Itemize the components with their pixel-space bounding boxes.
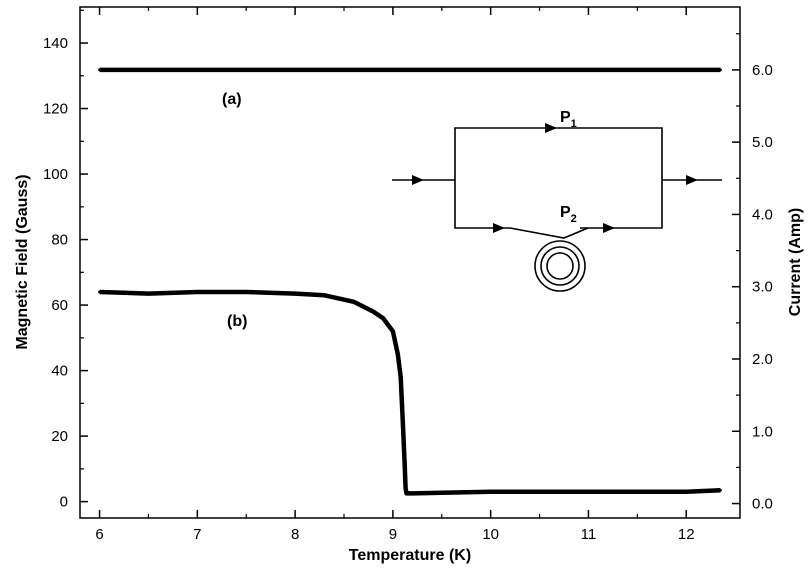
series-point-a — [538, 68, 542, 72]
series-point-b — [586, 490, 590, 494]
x-tick-label: 11 — [581, 526, 597, 543]
series-point-a — [146, 68, 150, 72]
y-axis-ticks: 0 20 40 60 80 100 120 140 — [43, 9, 88, 511]
series-point-b — [718, 488, 722, 492]
y-axis-title: Magnetic Field (Gauss) — [14, 174, 31, 349]
series-point-b — [403, 460, 407, 464]
x-axis-title: Temperature (K) — [349, 547, 471, 564]
coil-ring — [540, 246, 580, 286]
series-point-b — [381, 316, 385, 320]
series-point-b — [244, 290, 248, 294]
y2-tick-label: 1.0 — [752, 423, 773, 440]
y-tick-label: 20 — [51, 428, 68, 445]
arrow-head — [603, 223, 615, 233]
y-tick-label: 140 — [43, 35, 68, 52]
arrow-head — [545, 123, 557, 133]
y2-tick-label: 5.0 — [752, 134, 773, 151]
y-tick-label: 40 — [51, 363, 68, 380]
coil-ring — [534, 240, 586, 292]
branch-label-p1: P1 — [560, 109, 577, 130]
circuit-diagram — [392, 123, 722, 292]
series-point-a — [489, 68, 493, 72]
y-tick-label: 0 — [60, 494, 68, 511]
series-point-b — [98, 290, 102, 294]
series-point-b — [635, 490, 639, 494]
series-point-b — [405, 491, 409, 495]
series-point-a — [718, 68, 722, 72]
series-point-b — [410, 491, 414, 495]
series-point-b — [352, 300, 356, 304]
y2-tick-label: 0.0 — [752, 496, 773, 513]
arrow-head — [493, 223, 505, 233]
arrow-head — [412, 175, 424, 185]
x-tick-label: 7 — [193, 526, 201, 543]
series-point-b — [322, 293, 326, 297]
y-tick-label: 60 — [51, 297, 68, 314]
series-point-a — [195, 68, 199, 72]
y2-axis-title: Current (Amp) — [787, 208, 804, 316]
series-point-b — [399, 375, 403, 379]
y-tick-label: 120 — [43, 101, 68, 118]
series-point-b — [146, 292, 150, 296]
circuit-coil-leads — [509, 227, 589, 239]
branch-label-p2-main: P — [560, 204, 571, 221]
series-point-b — [684, 490, 688, 494]
series-point-a — [342, 68, 346, 72]
series-point-a — [440, 68, 444, 72]
series-line-b — [99, 289, 721, 496]
y-tick-label: 100 — [43, 166, 68, 183]
series-point-b — [538, 490, 542, 494]
series-point-a — [391, 68, 395, 72]
y2-tick-label: 6.0 — [752, 62, 773, 79]
branch-label-p2-sub: 2 — [571, 213, 577, 225]
circuit-main-lines — [392, 127, 722, 229]
series-point-b — [293, 292, 297, 296]
y2-tick-label: 4.0 — [752, 206, 773, 223]
series-layer — [98, 67, 722, 496]
x-tick-label: 10 — [482, 526, 499, 543]
y2-tick-label: 2.0 — [752, 351, 773, 368]
series-a-label: (a) — [222, 91, 242, 108]
series-point-b — [396, 352, 400, 356]
branch-label-p1-main: P — [560, 109, 571, 126]
series-point-a — [244, 68, 248, 72]
series-point-b — [371, 310, 375, 314]
branch-label-p1-sub: 1 — [571, 118, 577, 130]
y2-axis-ticks: 0.0 1.0 2.0 3.0 4.0 5.0 6.0 — [732, 33, 773, 513]
y2-tick-label: 3.0 — [752, 279, 773, 296]
series-point-a — [586, 68, 590, 72]
series-point-b — [401, 418, 405, 422]
series-point-b — [391, 329, 395, 333]
branch-label-p2: P2 — [560, 204, 577, 225]
x-tick-label: 12 — [678, 526, 695, 543]
series-point-b — [195, 290, 199, 294]
series-point-a — [98, 68, 102, 72]
plot-frame — [79, 6, 741, 519]
series-b-label: (b) — [227, 313, 247, 330]
x-tick-label: 8 — [291, 526, 299, 543]
series-point-a — [684, 68, 688, 72]
coil-ring — [546, 252, 574, 280]
x-tick-label: 9 — [389, 526, 397, 543]
series-point-b — [440, 491, 444, 495]
series-point-b — [489, 490, 493, 494]
y-tick-label: 80 — [51, 232, 68, 249]
series-point-a — [293, 68, 297, 72]
x-tick-label: 6 — [95, 526, 103, 543]
x-axis-ticks: 6 7 8 9 10 11 12 — [95, 7, 695, 543]
series-point-a — [635, 68, 639, 72]
arrow-head — [686, 175, 698, 185]
series-point-b — [404, 487, 408, 490]
